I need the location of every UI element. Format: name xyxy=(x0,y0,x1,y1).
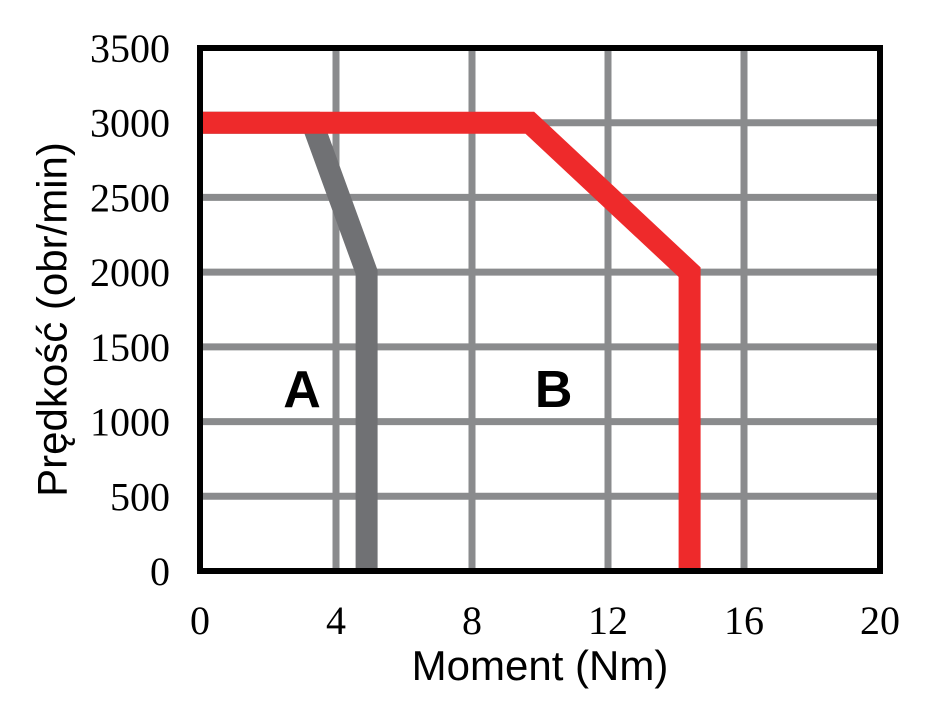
y-tick-label: 3000 xyxy=(90,101,170,146)
y-axis-title: Prędkość (obr/min) xyxy=(29,142,76,497)
y-tick-label: 2500 xyxy=(90,175,170,220)
x-tick-label: 20 xyxy=(860,598,900,643)
x-tick-labels: 0 4 8 12 16 20 xyxy=(190,598,900,643)
x-tick-label: 12 xyxy=(588,598,628,643)
y-tick-label: 500 xyxy=(110,474,170,519)
y-tick-label: 2000 xyxy=(90,250,170,295)
x-tick-label: 8 xyxy=(462,598,482,643)
series-label-b: B xyxy=(535,361,573,419)
y-tick-label: 0 xyxy=(150,549,170,594)
x-tick-label: 0 xyxy=(190,598,210,643)
series-label-a: A xyxy=(283,361,321,419)
x-tick-label: 4 xyxy=(326,598,346,643)
x-tick-label: 16 xyxy=(724,598,764,643)
y-tick-labels: 0 500 1000 1500 2000 2500 3000 3500 xyxy=(90,26,170,594)
y-tick-label: 1000 xyxy=(90,400,170,445)
grid xyxy=(200,48,880,571)
y-tick-label: 1500 xyxy=(90,325,170,370)
y-tick-label: 3500 xyxy=(90,26,170,71)
series-line-b xyxy=(200,111,701,571)
plot-frame xyxy=(197,45,883,574)
x-axis-title: Moment (Nm) xyxy=(412,642,669,689)
series-lines xyxy=(200,111,701,571)
